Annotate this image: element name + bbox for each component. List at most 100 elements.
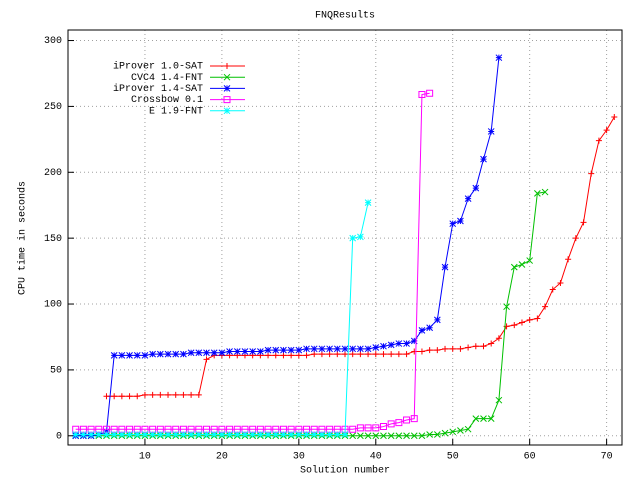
point [303,425,311,433]
legend-marker [223,107,231,115]
point [272,425,280,433]
point [526,257,534,264]
point [426,89,434,97]
point [364,424,372,432]
point [195,349,203,357]
point [357,432,364,440]
point [133,352,141,359]
point [379,423,387,431]
point [410,415,418,423]
legend-label: E 1.9-FNT [149,106,203,117]
point [518,261,526,268]
point [95,431,103,438]
point [495,335,502,342]
point [80,431,87,438]
point [503,303,510,311]
x-tick-label: 30 [293,452,305,463]
point [118,352,126,359]
legend-marker [223,96,231,104]
point [333,431,341,438]
point [241,348,249,355]
point [241,431,249,438]
series [72,54,503,440]
point [118,431,126,438]
point [79,425,87,433]
legend-point [223,85,231,92]
point [541,188,549,196]
point [233,431,241,438]
point [157,391,164,398]
point [349,345,357,353]
point [133,425,141,433]
point [264,431,272,438]
legend-marker [223,85,231,92]
point [418,327,426,334]
point [464,195,472,202]
point [110,352,118,359]
point [295,352,302,359]
y-tick-label: 150 [44,234,62,245]
y-tick-label: 50 [50,366,62,377]
point [303,352,310,359]
point [187,431,195,438]
point [295,431,303,438]
point [249,348,257,355]
series [72,188,549,440]
point [318,345,326,353]
point [295,346,303,354]
point [110,425,118,433]
y-tick-label: 0 [56,431,62,442]
point [149,425,157,433]
point [518,319,525,326]
point [341,431,349,438]
point [364,432,372,440]
point [164,350,172,358]
point [195,431,203,438]
point [480,343,487,350]
point [480,415,487,423]
point [572,235,579,242]
point [280,431,287,438]
point [510,263,518,271]
point [180,350,187,358]
point [203,356,210,363]
point [256,425,264,433]
point [156,425,164,433]
point [334,351,341,358]
point [218,425,226,433]
point [441,429,449,437]
point [395,340,403,347]
point [465,344,472,351]
point [133,431,141,438]
point [349,425,357,433]
point [318,351,325,358]
point [403,351,410,358]
point [326,425,334,433]
point [264,346,272,354]
point [195,391,202,398]
legend-label: Crossbow 0.1 [131,94,203,106]
point [380,351,387,358]
point [426,431,433,438]
point [311,351,318,358]
y-tick-label: 100 [44,300,62,311]
point [433,316,441,324]
point [164,431,172,438]
point [372,344,380,351]
point [210,431,218,438]
point [449,345,456,352]
point [188,391,195,398]
point [403,340,410,347]
point [426,324,433,332]
point [126,425,134,433]
point [526,316,533,323]
point [195,425,203,433]
point [534,315,541,322]
point [87,425,95,433]
point [103,393,110,400]
point [249,425,257,433]
point [549,286,556,293]
point [87,431,95,438]
point [172,431,180,438]
